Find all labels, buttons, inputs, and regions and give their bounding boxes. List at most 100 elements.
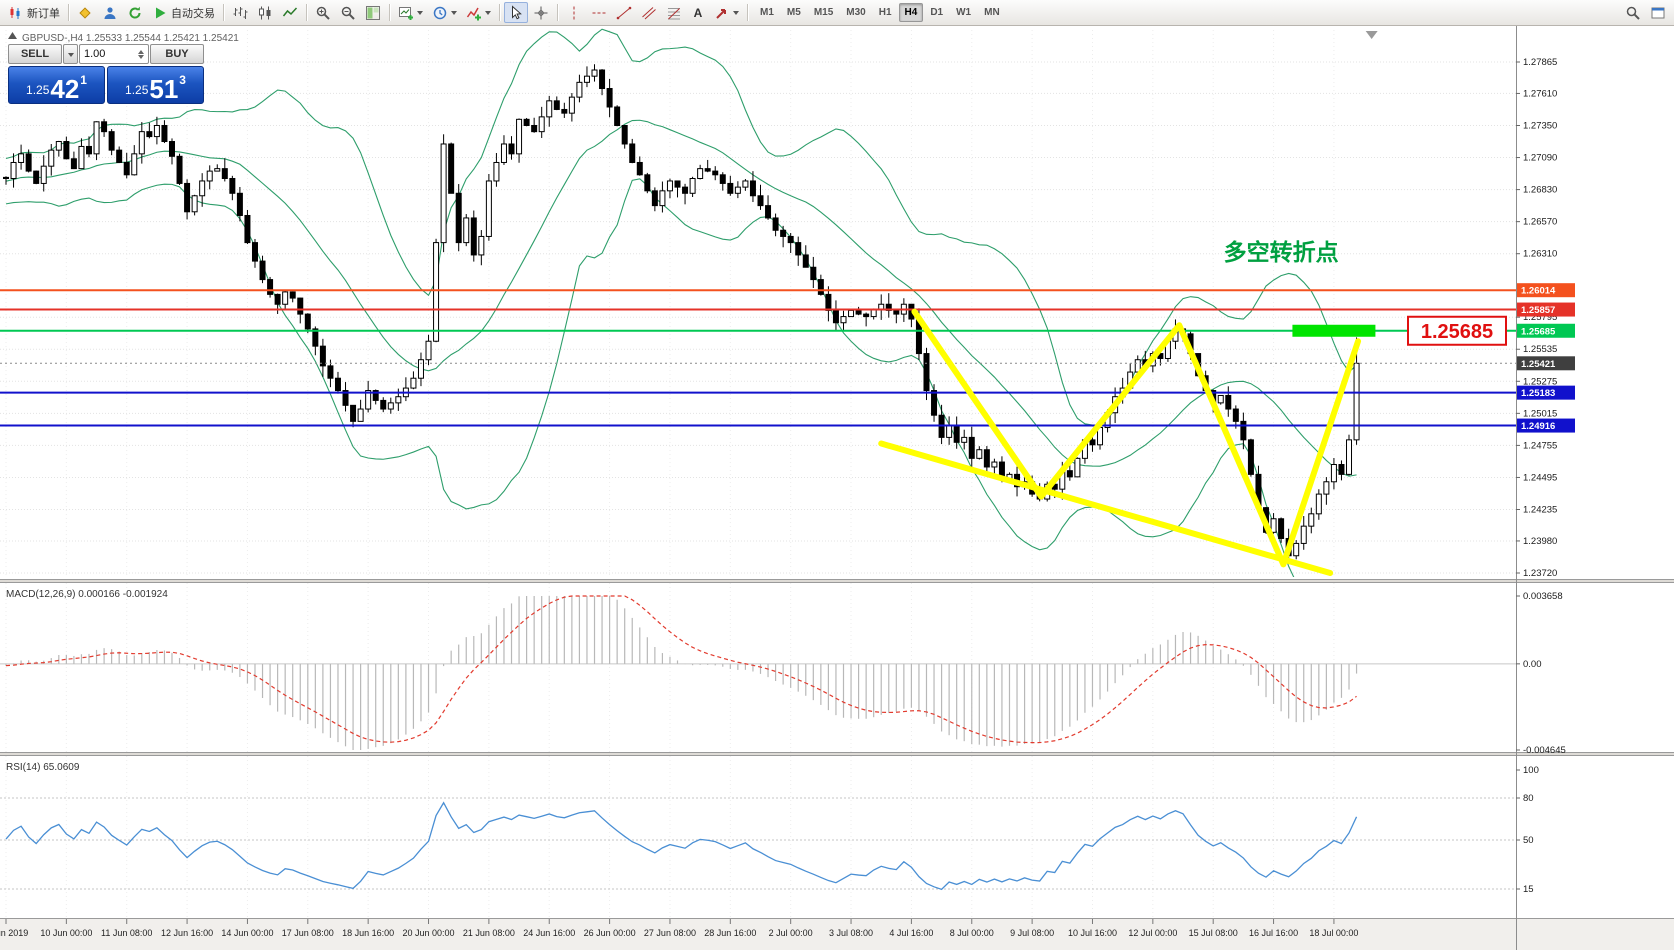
timeframe-button-D1[interactable]: D1	[924, 3, 949, 22]
time-axis-label: 28 Jun 16:00	[704, 928, 756, 938]
time-axis-label: 16 Jul 16:00	[1249, 928, 1298, 938]
cursor-tool-button[interactable]	[504, 2, 528, 23]
timeframe-button-M1[interactable]: M1	[754, 3, 780, 22]
timeframe-button-H1[interactable]: H1	[873, 3, 898, 22]
yellow-trendlines[interactable]	[878, 308, 1362, 576]
timeframe-button-W1[interactable]: W1	[950, 3, 977, 22]
buy-price-button[interactable]: 1.25 51 3	[107, 66, 204, 104]
profile-button[interactable]	[98, 2, 122, 23]
lot-size-value: 1.00	[84, 48, 106, 60]
line-chart-button[interactable]	[278, 2, 302, 23]
timeframe-button-M15[interactable]: M15	[808, 3, 839, 22]
macd-panel: MACD(12,26,9) 0.000166 -0.001924	[0, 589, 1516, 750]
crosshair-tool-button[interactable]	[529, 2, 553, 23]
timeframe-button-MN[interactable]: MN	[978, 3, 1006, 22]
timeframe-button-M5[interactable]: M5	[781, 3, 807, 22]
chevron-down-icon	[733, 11, 739, 18]
bar-chart-button[interactable]	[228, 2, 252, 23]
bar-chart-icon	[233, 6, 248, 19]
text-tool-button[interactable]: A	[687, 2, 709, 23]
panel-separator[interactable]	[0, 579, 1674, 583]
panel-separator[interactable]	[0, 752, 1674, 756]
time-axis[interactable]: 5 Jun 2019 10 Jun 00:00 11 Jun 08:00 12 Jun…	[0, 919, 1358, 938]
autotrading-label: 自动交易	[171, 7, 215, 20]
horizontal-line-tool-button[interactable]	[587, 2, 611, 23]
candlestick-chart-button[interactable]	[253, 2, 277, 23]
lot-size-input[interactable]: 1.00	[79, 44, 149, 64]
buy-price-big: 51	[149, 73, 179, 104]
channel-tool-button[interactable]	[637, 2, 661, 23]
time-axis-label: 3 Jul 08:00	[829, 928, 873, 938]
sell-price-prefix: 1.25	[26, 83, 50, 97]
price-tick-label: 1.26570	[1523, 217, 1557, 228]
time-axis-label: 8 Jul 00:00	[950, 928, 994, 938]
price-tag-label: 1.26014	[1521, 286, 1556, 297]
price-axis[interactable]: 1.27865 1.27610 1.27350 1.27090 1.26830 1.265…	[1516, 26, 1575, 950]
toolbar-separator	[306, 4, 307, 21]
new-order-button[interactable]: 新订单	[4, 2, 64, 23]
time-axis-label: 14 Jun 00:00	[221, 928, 273, 938]
periods-button[interactable]	[428, 2, 461, 23]
sell-price-button[interactable]: 1.25 42 1	[8, 66, 105, 104]
rsi-panel: RSI(14) 65.0609	[0, 762, 1516, 891]
turning-point-annotation[interactable]: 多空转折点	[1224, 239, 1339, 265]
sell-price-sup: 1	[80, 73, 87, 87]
lot-spinner[interactable]	[138, 47, 144, 62]
sell-price-big: 42	[50, 73, 80, 104]
candlestick-series	[3, 64, 1360, 560]
macd-axis-label: -0.004645	[1523, 745, 1566, 756]
new-chart-button[interactable]	[394, 2, 427, 23]
time-axis-label: 21 Jun 08:00	[463, 928, 515, 938]
trendline-tool-button[interactable]	[612, 2, 636, 23]
candlestick-chart-icon	[259, 6, 271, 19]
price-tick-label: 1.26830	[1523, 185, 1557, 196]
toolbar-separator	[223, 4, 224, 21]
price-tag	[1517, 356, 1575, 371]
price-tag-label: 1.25421	[1521, 359, 1556, 370]
zoom-in-button[interactable]	[311, 2, 335, 23]
chart-shift-marker[interactable]	[1365, 31, 1378, 39]
one-click-collapse-icon[interactable]	[8, 32, 17, 39]
order-type-dropdown[interactable]	[63, 44, 78, 64]
price-tick-label: 1.26310	[1523, 249, 1557, 260]
green-highlight-bar[interactable]	[1292, 324, 1376, 337]
price-tick-label: 1.25275	[1523, 376, 1557, 387]
rsi-label: RSI(14) 65.0609	[6, 762, 80, 773]
new-order-icon	[10, 6, 20, 19]
rsi-axis-label: 15	[1523, 884, 1534, 895]
time-axis-label: 10 Jun 00:00	[40, 928, 92, 938]
time-axis-strip	[0, 919, 1674, 950]
time-axis-label: 12 Jun 16:00	[161, 928, 213, 938]
chevron-down-icon	[417, 11, 423, 18]
tile-windows-button[interactable]	[361, 2, 385, 23]
autotrading-button[interactable]: 自动交易	[148, 2, 219, 23]
zoom-out-button[interactable]	[336, 2, 360, 23]
fibonacci-tool-button[interactable]	[662, 2, 686, 23]
sell-button[interactable]: SELL	[8, 44, 62, 64]
timeframe-button-M30[interactable]: M30	[840, 3, 871, 22]
arrows-tool-button[interactable]	[710, 2, 743, 23]
price-tag	[1517, 385, 1575, 400]
price-tag	[1517, 283, 1575, 298]
search-button[interactable]	[1621, 2, 1645, 23]
window-button[interactable]	[1646, 2, 1670, 23]
zoom-out-icon	[341, 6, 355, 20]
time-axis-label: 5 Jun 2019	[0, 928, 28, 938]
buy-price-sup: 3	[179, 73, 186, 87]
price-callout-box[interactable]	[1407, 315, 1507, 346]
price-tick-label: 1.27610	[1523, 88, 1557, 99]
price-tag-label: 1.25183	[1521, 388, 1555, 399]
price-tick-label: 1.23980	[1523, 536, 1557, 547]
indicators-button[interactable]	[462, 2, 495, 23]
time-axis-label: 17 Jun 08:00	[282, 928, 334, 938]
trendline-icon	[616, 6, 632, 19]
metaeditor-button[interactable]	[73, 2, 97, 23]
refresh-button[interactable]	[123, 2, 147, 23]
chart-symbol-header: GBPUSD-,H4 1.25533 1.25544 1.25421 1.254…	[22, 33, 239, 44]
timeframe-button-H4[interactable]: H4	[898, 3, 924, 22]
crosshair-icon	[534, 6, 548, 19]
horizontal-price-lines[interactable]	[0, 289, 1516, 427]
buy-button[interactable]: BUY	[150, 44, 204, 64]
vertical-line-tool-button[interactable]	[562, 2, 586, 23]
